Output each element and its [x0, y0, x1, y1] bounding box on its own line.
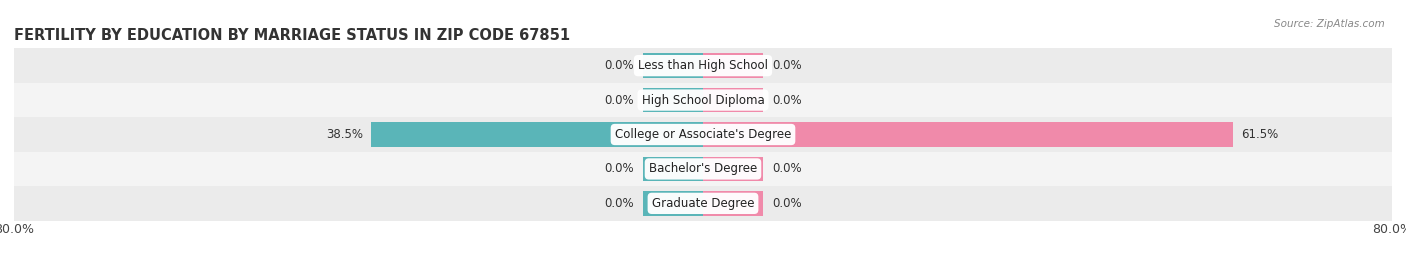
Text: 38.5%: 38.5% — [326, 128, 363, 141]
Bar — [14, 152, 1392, 186]
Bar — [703, 157, 763, 181]
Text: 0.0%: 0.0% — [605, 59, 634, 72]
Bar — [14, 48, 1392, 83]
Text: 0.0%: 0.0% — [772, 197, 801, 210]
Text: Source: ZipAtlas.com: Source: ZipAtlas.com — [1274, 19, 1385, 29]
Bar — [643, 88, 703, 112]
Bar — [14, 186, 1392, 221]
Text: 0.0%: 0.0% — [605, 94, 634, 107]
Text: 0.0%: 0.0% — [772, 162, 801, 175]
Bar — [371, 122, 703, 147]
Text: 61.5%: 61.5% — [1241, 128, 1278, 141]
Bar — [14, 117, 1392, 152]
Text: College or Associate's Degree: College or Associate's Degree — [614, 128, 792, 141]
Bar — [703, 191, 763, 216]
Bar — [703, 53, 763, 78]
Text: FERTILITY BY EDUCATION BY MARRIAGE STATUS IN ZIP CODE 67851: FERTILITY BY EDUCATION BY MARRIAGE STATU… — [14, 28, 571, 43]
Bar — [643, 53, 703, 78]
Text: 0.0%: 0.0% — [772, 94, 801, 107]
Text: High School Diploma: High School Diploma — [641, 94, 765, 107]
Bar — [14, 83, 1392, 117]
Bar — [643, 191, 703, 216]
Text: 0.0%: 0.0% — [772, 59, 801, 72]
Text: Less than High School: Less than High School — [638, 59, 768, 72]
Bar — [703, 88, 763, 112]
Text: 0.0%: 0.0% — [605, 162, 634, 175]
Bar — [643, 157, 703, 181]
Text: Bachelor's Degree: Bachelor's Degree — [650, 162, 756, 175]
Text: Graduate Degree: Graduate Degree — [652, 197, 754, 210]
Text: 0.0%: 0.0% — [605, 197, 634, 210]
Bar — [703, 122, 1233, 147]
